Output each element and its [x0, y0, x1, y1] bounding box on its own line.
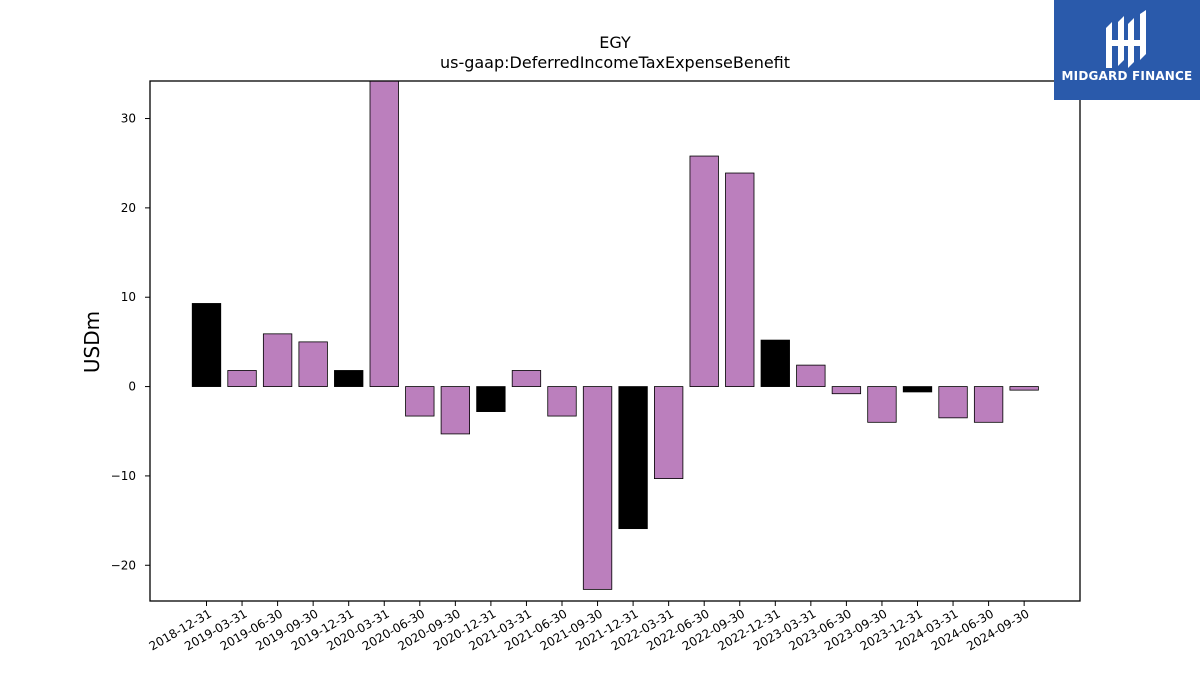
y-tick-label: 30	[121, 112, 136, 126]
midgard-logo-mark-icon	[1106, 10, 1146, 68]
bar-2022-12-31	[760, 339, 790, 387]
bar-2024-03-31	[938, 386, 968, 419]
bar-2019-09-30	[298, 341, 328, 387]
plot-frame	[149, 80, 1081, 602]
bar-2021-03-31	[511, 370, 542, 387]
bar-2020-03-31	[369, 80, 399, 387]
chart-title: EGY	[599, 33, 631, 52]
y-tick-label: 0	[128, 380, 136, 394]
bar-2023-06-30	[831, 386, 862, 395]
y-tick-label: −10	[111, 469, 136, 483]
y-axis-label: USDm	[80, 311, 104, 373]
bar-2020-09-30	[440, 386, 471, 435]
bar-2024-09-30	[1009, 386, 1039, 391]
bars-layer	[191, 80, 1039, 590]
bar-2024-06-30	[973, 386, 1004, 423]
chart-subtitle: us-gaap:DeferredIncomeTaxExpenseBenefit	[440, 53, 790, 72]
bar-2023-12-31	[902, 386, 933, 393]
y-axis: −20 −10 0 10 20 30	[111, 112, 150, 572]
bar-2019-03-31	[227, 370, 257, 387]
y-tick-label: 10	[121, 290, 136, 304]
bar-2023-03-31	[796, 364, 826, 387]
bar-2023-09-30	[867, 386, 897, 423]
bar-2019-12-31	[334, 370, 364, 387]
brand-name: MIDGARD FINANCE	[1061, 69, 1193, 83]
bar-2022-09-30	[725, 172, 755, 387]
bar-2021-12-31	[618, 386, 648, 530]
bar-2021-06-30	[547, 386, 577, 417]
x-axis: 2018-12-312019-03-312019-06-302019-09-30…	[147, 601, 1032, 653]
bar-2021-09-30	[582, 386, 613, 590]
y-tick-label: 20	[121, 201, 136, 215]
bar-2019-06-30	[262, 333, 293, 387]
brand-logo: MIDGARD FINANCE	[1054, 0, 1200, 100]
y-tick-label: −20	[111, 558, 136, 572]
bar-2022-06-30	[689, 155, 719, 387]
bar-2018-12-31	[191, 303, 222, 387]
bar-2020-12-31	[476, 386, 506, 412]
bar-2022-03-31	[654, 386, 684, 480]
bar-2020-06-30	[405, 386, 435, 417]
